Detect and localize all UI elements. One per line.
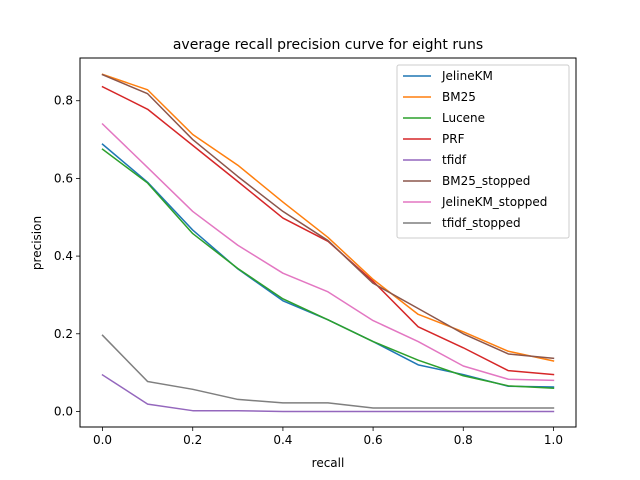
y-tick-label: 0.8 bbox=[54, 94, 73, 108]
plot-lines bbox=[101, 73, 555, 413]
plot-frame bbox=[79, 57, 577, 428]
series-line-6 bbox=[101, 122, 555, 382]
series-line-1 bbox=[101, 73, 555, 362]
x-tick-label: 1.0 bbox=[544, 433, 563, 447]
y-tick-label: 0.0 bbox=[54, 404, 73, 418]
x-tick-label: 0.6 bbox=[364, 433, 383, 447]
y-axis-ticks: 0.0 0.2 0.4 0.6 0.8 bbox=[54, 94, 80, 418]
legend-box bbox=[396, 64, 570, 239]
y-axis-label: precision bbox=[30, 216, 44, 270]
legend-label-5: BM25_stopped bbox=[442, 174, 530, 188]
legend-label-3: PRF bbox=[442, 132, 465, 146]
legend-label-6: JelineKM_stopped bbox=[441, 195, 547, 209]
series-line-2 bbox=[101, 148, 555, 389]
legend-entries: JelineKM BM25 Lucene PRF tfidf BM25_stopped Je… bbox=[403, 69, 547, 230]
x-tick-label: 0.8 bbox=[454, 433, 473, 447]
legend-label-0: JelineKM bbox=[441, 69, 493, 83]
x-tick-label: 0.4 bbox=[273, 433, 292, 447]
x-tick-label: 0.0 bbox=[93, 433, 112, 447]
x-axis-ticks: 0.0 0.2 0.4 0.6 0.8 1.0 bbox=[93, 427, 563, 447]
series-line-4 bbox=[101, 373, 555, 413]
legend-label-2: Lucene bbox=[442, 111, 485, 125]
chart-title: average recall precision curve for eight… bbox=[173, 37, 483, 53]
x-tick-label: 0.2 bbox=[183, 433, 202, 447]
y-tick-label: 0.4 bbox=[54, 249, 73, 263]
legend-label-7: tfidf_stopped bbox=[442, 216, 521, 230]
series-line-7 bbox=[101, 334, 555, 409]
legend-label-1: BM25 bbox=[442, 90, 476, 104]
legend-label-4: tfidf bbox=[442, 153, 467, 167]
y-tick-label: 0.6 bbox=[54, 171, 73, 185]
x-axis-label: recall bbox=[312, 456, 345, 470]
series-line-5 bbox=[101, 73, 555, 360]
y-tick-label: 0.2 bbox=[54, 327, 73, 341]
legend: JelineKM BM25 Lucene PRF tfidf BM25_stopped Je… bbox=[396, 64, 570, 239]
